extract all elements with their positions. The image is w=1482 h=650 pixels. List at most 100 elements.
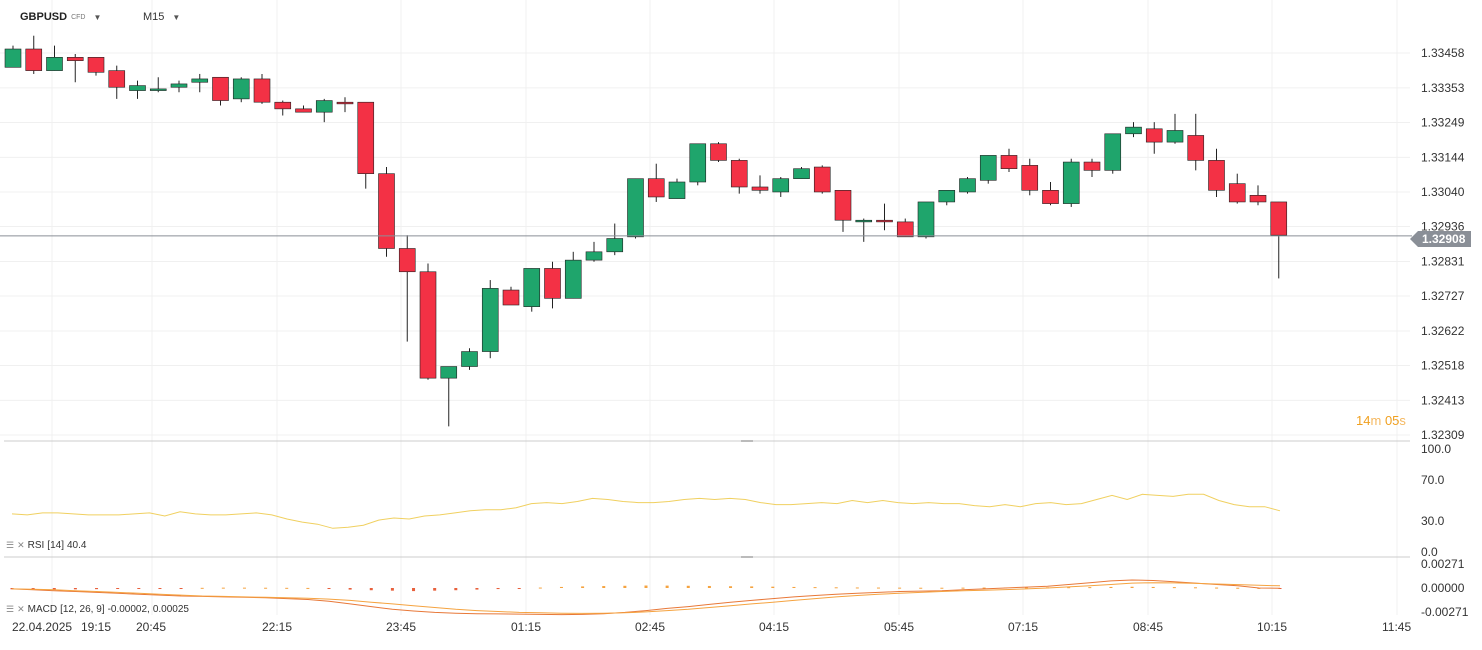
macd-histogram-bar <box>855 587 859 589</box>
candle-up <box>855 219 873 223</box>
y-tick-label: 1.32518 <box>1421 359 1465 373</box>
candle-up <box>689 143 707 183</box>
rsi-y-tick-label: 30.0 <box>1421 514 1445 528</box>
macd-histogram-bar <box>750 586 754 588</box>
candle-up <box>979 155 997 181</box>
macd-histogram-bar <box>390 588 394 591</box>
macd-histogram-bar <box>686 585 690 588</box>
list-icon[interactable]: ☰ <box>6 604 15 614</box>
macd-histogram-bar <box>559 586 563 588</box>
candle-up <box>959 178 976 193</box>
macd-histogram-bar <box>179 588 183 589</box>
rsi-y-tick-label: 70.0 <box>1421 473 1445 487</box>
x-tick-label: 08:45 <box>1133 620 1163 634</box>
timeframe-value: M15 <box>143 11 165 23</box>
candle-up <box>938 190 956 203</box>
candle-up <box>191 78 209 83</box>
y-tick-label: 1.32936 <box>1421 220 1465 234</box>
candle-up <box>4 48 22 68</box>
candle-up <box>232 78 250 100</box>
candle-down <box>1145 128 1163 143</box>
macd-histogram-bar <box>1172 587 1176 589</box>
y-tick-label: 1.33040 <box>1421 185 1465 199</box>
candle-down <box>253 78 271 103</box>
y-tick-label: 1.33353 <box>1421 81 1465 95</box>
macd-value-2: 0.00025 <box>152 604 189 615</box>
candle-down <box>274 101 292 110</box>
x-tick-label: 20:45 <box>136 620 166 634</box>
rsi-value: 40.4 <box>66 540 87 551</box>
x-tick-label: 05:45 <box>884 620 914 634</box>
macd-histogram-bar <box>961 587 965 589</box>
macd-histogram-bar <box>581 586 585 588</box>
macd-histogram-bar <box>982 587 986 589</box>
close-icon[interactable]: ✕ <box>17 540 25 550</box>
candle-up <box>1062 161 1080 204</box>
y-tick-label: 1.32831 <box>1421 254 1465 268</box>
x-tick-label: 22.04.2025 <box>12 620 72 634</box>
macd-histogram-bar <box>538 587 542 589</box>
macd-histogram-bar <box>898 587 902 589</box>
candle-up <box>772 178 790 193</box>
candle-down <box>378 173 395 249</box>
macd-histogram-bar <box>158 588 162 589</box>
candle-down <box>1270 201 1288 236</box>
candle-down <box>336 101 354 105</box>
candle-down <box>1208 160 1225 191</box>
y-tick-label: 1.32309 <box>1421 428 1465 442</box>
macd-name: MACD <box>27 604 58 615</box>
candle-down <box>1000 155 1018 169</box>
macd-line <box>11 579 1281 616</box>
candle-up <box>1125 126 1142 135</box>
candle-down <box>1021 165 1039 191</box>
timeframe-selector[interactable]: M15 ▼ <box>143 11 180 23</box>
countdown-min-unit: m <box>1370 413 1382 428</box>
macd-histogram-bar <box>137 588 141 589</box>
macd-legend: ☰ ✕ MACD [12, 26, 9] -0.00002, 0.00025 <box>6 604 189 615</box>
rsi-y-tick-label: 0.0 <box>1421 545 1438 559</box>
macd-histogram-bar <box>73 588 77 590</box>
candle-up <box>523 268 541 307</box>
macd-histogram-bar <box>1278 588 1282 589</box>
chevron-down-icon: ▼ <box>93 12 102 22</box>
y-tick-label: 1.32727 <box>1421 289 1465 303</box>
y-tick-label: 1.32413 <box>1421 393 1465 407</box>
y-tick-label: 1.32622 <box>1421 324 1465 338</box>
candle-down <box>1249 194 1267 203</box>
candle-down <box>108 70 126 88</box>
candle-down <box>357 101 375 174</box>
close-icon[interactable]: ✕ <box>17 604 25 614</box>
candle-countdown: 14m 05s <box>1356 413 1406 428</box>
macd-histogram-bar <box>200 587 204 589</box>
macd-params: [12, 26, 9] <box>60 604 105 615</box>
candle-down <box>876 219 893 223</box>
macd-histogram-bar <box>433 588 437 591</box>
candle-down <box>502 289 520 306</box>
panel-resize-handle <box>741 556 753 558</box>
x-tick-label: 10:15 <box>1257 620 1287 634</box>
candle-down <box>212 76 229 101</box>
candle-down <box>730 160 748 188</box>
candle-down <box>751 186 769 191</box>
symbol-selector[interactable]: GBPUSD CFD ▼ <box>20 11 101 23</box>
list-icon[interactable]: ☰ <box>6 540 15 550</box>
macd-histogram-bar <box>285 587 289 589</box>
countdown-minutes: 14 <box>1356 413 1371 428</box>
macd-histogram-bar <box>1109 586 1113 588</box>
candle-up <box>440 366 458 379</box>
candle-down <box>647 178 665 198</box>
candle-up <box>461 351 478 367</box>
candle-down <box>1042 190 1059 204</box>
candle-up <box>585 251 603 261</box>
rsi-line <box>11 493 1281 529</box>
candle-down <box>398 248 416 273</box>
macd-histogram-bar <box>1088 587 1092 589</box>
candle-up <box>668 181 686 199</box>
macd-histogram-bar <box>306 587 310 589</box>
x-tick-label: 04:15 <box>759 620 789 634</box>
x-tick-label: 22:15 <box>262 620 292 634</box>
macd-y-tick-label: 0.00271 <box>1421 557 1465 571</box>
macd-histogram-bar <box>1215 587 1219 589</box>
y-tick-label: 1.33144 <box>1421 150 1465 164</box>
